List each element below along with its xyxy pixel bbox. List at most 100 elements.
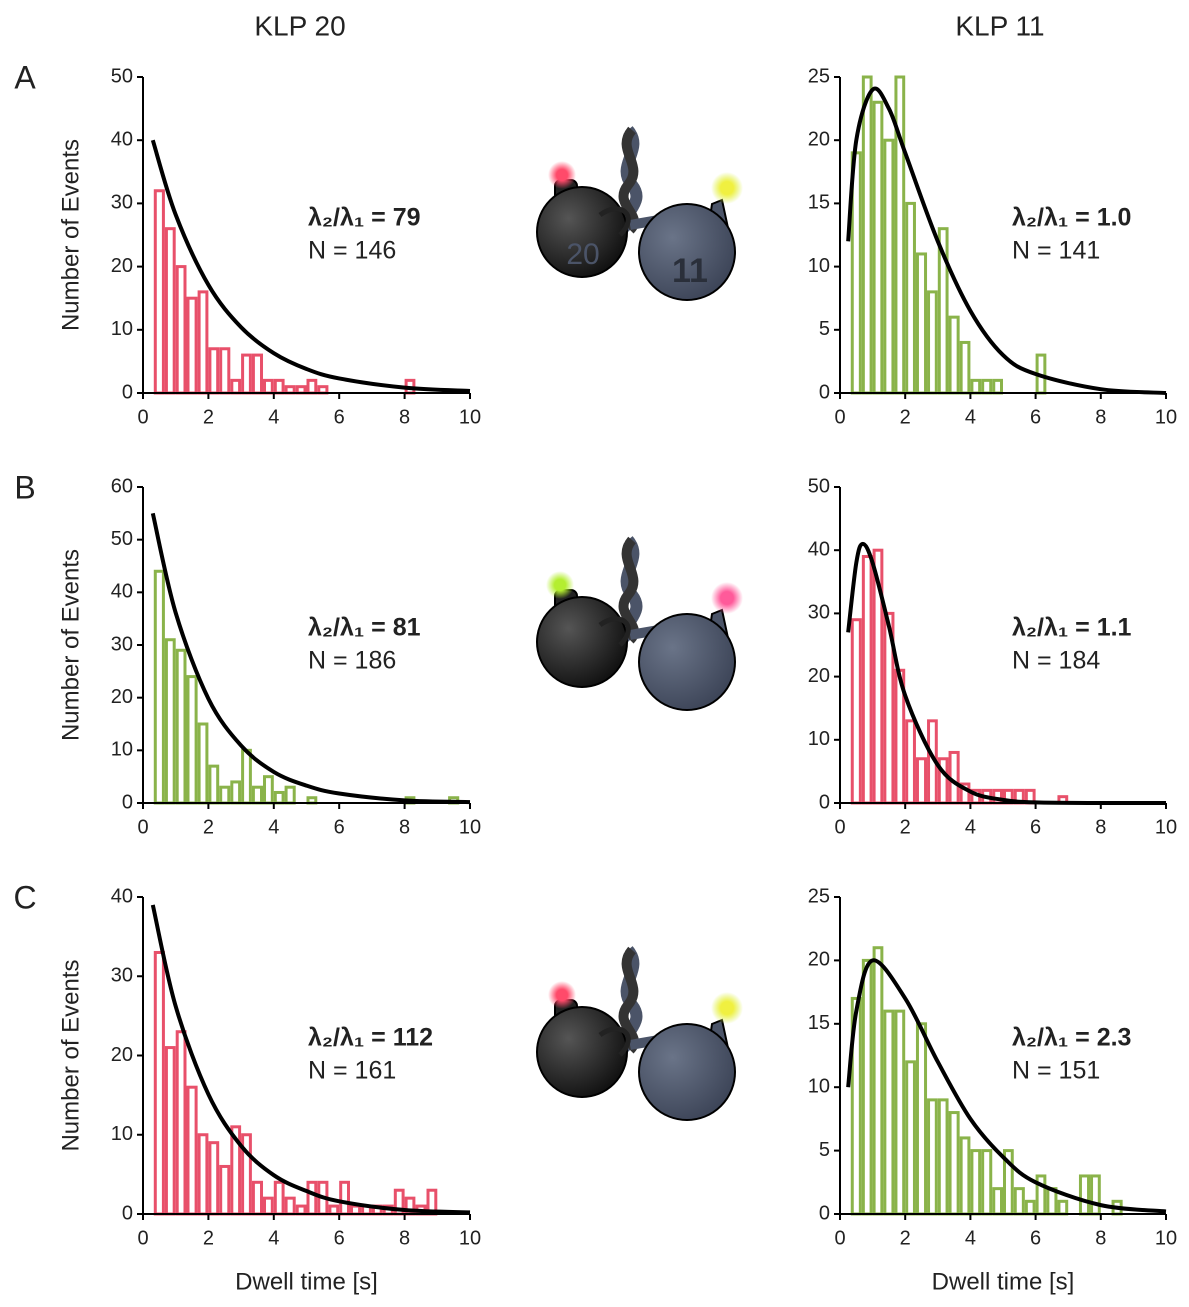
panel-label: B [14, 469, 35, 505]
annotation: λ₂/λ₁ = 1.0 [1012, 204, 1131, 232]
x-tick-label: 6 [1030, 1227, 1041, 1249]
fit-curve [150, 904, 471, 1215]
annotation: N = 186 [308, 647, 396, 675]
bar [981, 378, 993, 395]
x-tick-label: 0 [137, 406, 148, 428]
bar [959, 1136, 971, 1216]
bar [970, 378, 982, 395]
x-tick-label: 4 [965, 406, 976, 428]
annotation: N = 146 [308, 237, 396, 265]
bar [349, 1204, 362, 1216]
bar [339, 1180, 350, 1216]
x-tick-label: 10 [1155, 1227, 1177, 1249]
bar [175, 265, 187, 395]
y-tick-label: 40 [808, 538, 830, 560]
bar [861, 555, 873, 805]
x-tick-label: 8 [399, 406, 410, 428]
x-tick-label: 8 [399, 816, 410, 838]
x-tick-label: 6 [334, 1227, 345, 1249]
x-tick-label: 0 [137, 1227, 148, 1249]
bar [164, 1046, 176, 1216]
bar [197, 290, 209, 395]
y-tick-label: 0 [819, 791, 830, 813]
bar [970, 1149, 982, 1216]
y-tick-label: 10 [111, 1123, 133, 1145]
y-tick-label: 20 [808, 665, 830, 687]
diagram: 20 11 [537, 130, 743, 300]
y-tick-label: 25 [808, 885, 830, 907]
bar [208, 1141, 220, 1216]
bar [861, 75, 873, 395]
x-tick-label: 0 [834, 816, 845, 838]
y-tick-label: 50 [111, 65, 133, 87]
y-tick-label: 0 [122, 1202, 133, 1224]
bar [164, 638, 176, 805]
x-tick-label: 10 [459, 816, 481, 838]
bar [948, 1111, 960, 1216]
bar [230, 378, 242, 395]
y-tick-label: 10 [111, 739, 133, 761]
fit-curve [846, 958, 1167, 1214]
y-tick-label: 40 [111, 885, 133, 907]
bar [937, 1098, 949, 1216]
y-tick-label: 40 [111, 581, 133, 603]
fit-curve [846, 86, 1167, 395]
bar [927, 1098, 938, 1216]
bar [883, 138, 895, 395]
bar [872, 946, 884, 1216]
x-tick-label: 6 [334, 816, 345, 838]
bar [175, 648, 187, 805]
bar [186, 1085, 198, 1216]
y-tick-label: 10 [808, 255, 830, 277]
bar [1024, 1199, 1036, 1216]
fit-curve [150, 512, 471, 805]
bar [959, 340, 971, 395]
bar [251, 785, 264, 805]
bar [927, 290, 938, 395]
bar [1090, 1174, 1101, 1216]
x-axis-label: Dwell time [s] [932, 1268, 1075, 1295]
x-tick-label: 6 [1030, 406, 1041, 428]
bar [284, 1196, 296, 1216]
bar [175, 1030, 187, 1216]
bar [153, 950, 165, 1216]
bar [284, 785, 296, 805]
bar [306, 378, 318, 395]
y-tick-label: 30 [111, 633, 133, 655]
y-tick-label: 60 [111, 475, 133, 497]
y-tick-label: 30 [111, 192, 133, 214]
annotation: λ₂/λ₁ = 81 [308, 614, 421, 642]
bar [915, 252, 928, 395]
x-tick-label: 2 [203, 816, 214, 838]
y-tick-label: 20 [111, 1044, 133, 1066]
fit-curve [150, 139, 471, 394]
bar [197, 722, 209, 805]
bar [164, 227, 176, 395]
y-tick-label: 25 [808, 65, 830, 87]
x-tick-label: 4 [268, 406, 279, 428]
x-tick-label: 2 [203, 1227, 214, 1249]
x-tick-label: 4 [268, 816, 279, 838]
y-tick-label: 10 [111, 318, 133, 340]
annotation: λ₂/λ₁ = 2.3 [1012, 1024, 1131, 1052]
x-tick-label: 2 [900, 1227, 911, 1249]
bar [883, 1009, 895, 1216]
annotation: N = 141 [1012, 237, 1100, 265]
column-title: KLP 20 [254, 10, 345, 41]
y-tick-label: 0 [819, 1202, 830, 1224]
y-tick-label: 5 [819, 1139, 830, 1161]
x-tick-label: 8 [1095, 816, 1106, 838]
y-tick-label: 0 [122, 791, 133, 813]
diagram [537, 540, 743, 710]
x-tick-label: 4 [965, 1227, 976, 1249]
bar [273, 790, 285, 805]
bar [241, 748, 252, 805]
bar [186, 296, 198, 395]
bar [992, 378, 1004, 395]
bar [241, 353, 252, 395]
annotation: N = 151 [1012, 1057, 1100, 1085]
bar [251, 353, 264, 395]
annotation: λ₂/λ₁ = 112 [308, 1024, 433, 1052]
diagram [537, 950, 743, 1120]
